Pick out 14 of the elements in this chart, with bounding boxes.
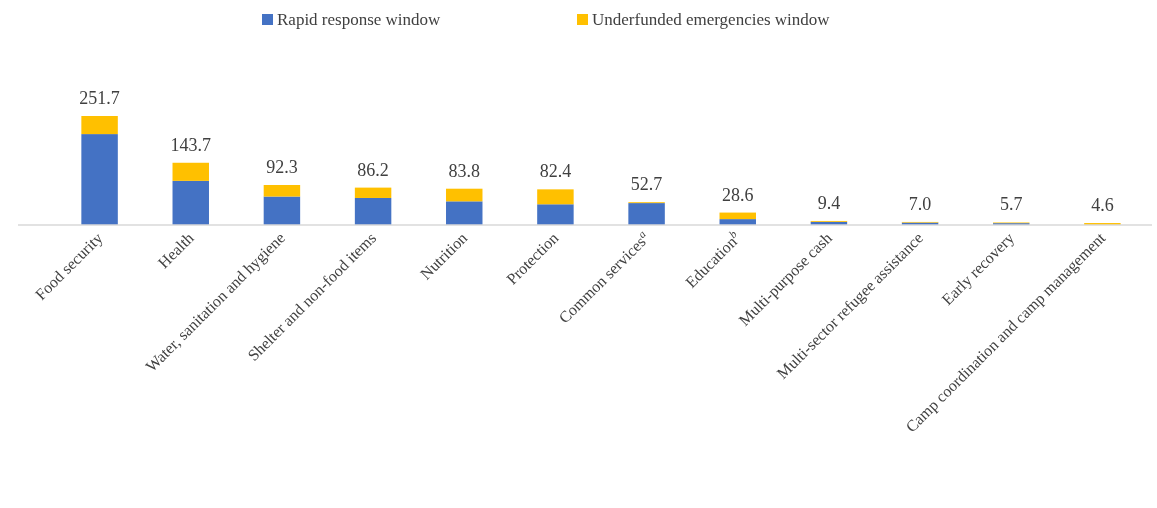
annotation: 83.8 [448,160,480,181]
annotation: 143.7 [170,134,211,155]
annotation: 92.3 [266,157,298,177]
annotation: 52.7 [630,174,663,195]
annotation: 9.4 [817,192,841,213]
annotation: 5.7 [1000,194,1023,215]
legend-label: Rapid response window [277,10,442,29]
annotation: 251.7 [79,88,120,108]
annotation: 82.4 [539,161,572,182]
legend-label: Underfunded emergencies window [592,10,831,29]
annotation: 7.0 [908,193,932,214]
annotation: 86.2 [357,159,389,180]
annotation: 28.6 [722,184,754,205]
annotation: 4.6 [1091,195,1114,216]
